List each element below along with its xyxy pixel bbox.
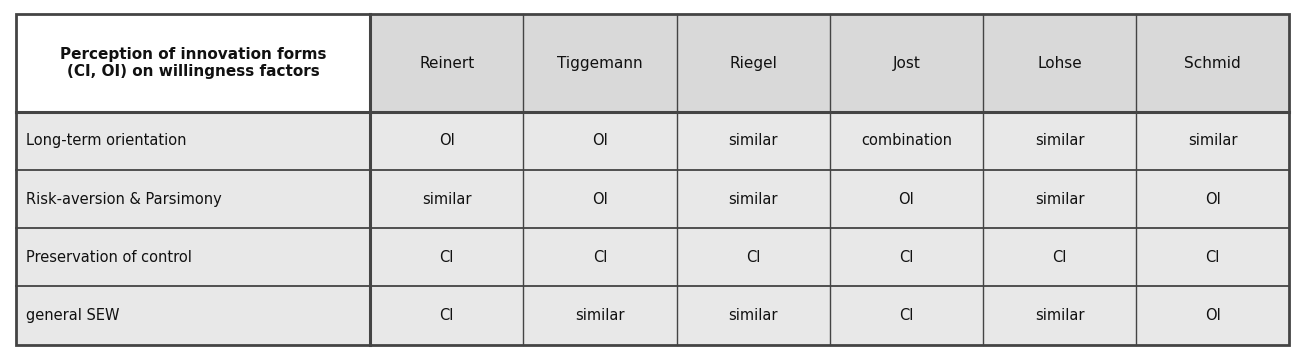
Bar <box>16 112 1289 170</box>
Text: Schmid: Schmid <box>1185 56 1241 71</box>
Text: Jost: Jost <box>893 56 920 71</box>
Bar <box>676 14 830 112</box>
Text: CI: CI <box>746 250 761 265</box>
Text: general SEW: general SEW <box>26 308 120 323</box>
Text: similar: similar <box>1035 308 1084 323</box>
Text: similar: similar <box>728 134 778 148</box>
Text: Risk-aversion & Parsimony: Risk-aversion & Parsimony <box>26 192 222 207</box>
Text: CI: CI <box>592 250 607 265</box>
Bar <box>16 286 1289 345</box>
Text: OI: OI <box>438 134 455 148</box>
Text: OI: OI <box>1205 308 1220 323</box>
Text: Preservation of control: Preservation of control <box>26 250 192 265</box>
Text: similar: similar <box>1188 134 1237 148</box>
Text: CI: CI <box>1052 250 1066 265</box>
Text: Riegel: Riegel <box>729 56 778 71</box>
Text: OI: OI <box>592 192 608 207</box>
Text: CI: CI <box>899 308 914 323</box>
Text: Long-term orientation: Long-term orientation <box>26 134 187 148</box>
Text: OI: OI <box>898 192 915 207</box>
Bar <box>1137 14 1289 112</box>
Text: similar: similar <box>576 308 625 323</box>
Text: Lohse: Lohse <box>1037 56 1082 71</box>
Text: combination: combination <box>861 134 951 148</box>
Bar <box>16 170 1289 228</box>
Text: OI: OI <box>592 134 608 148</box>
Text: similar: similar <box>422 192 471 207</box>
Text: similar: similar <box>1035 134 1084 148</box>
Bar <box>983 14 1137 112</box>
Text: CI: CI <box>1206 250 1220 265</box>
Text: similar: similar <box>728 308 778 323</box>
Text: Tiggemann: Tiggemann <box>557 56 643 71</box>
Bar <box>16 228 1289 286</box>
Text: Reinert: Reinert <box>419 56 475 71</box>
Bar <box>371 14 523 112</box>
Bar <box>16 14 371 112</box>
Bar <box>830 14 983 112</box>
Text: OI: OI <box>1205 192 1220 207</box>
Text: CI: CI <box>440 250 454 265</box>
Text: similar: similar <box>728 192 778 207</box>
Text: CI: CI <box>899 250 914 265</box>
Bar <box>523 14 676 112</box>
Text: CI: CI <box>440 308 454 323</box>
Text: Perception of innovation forms
(CI, OI) on willingness factors: Perception of innovation forms (CI, OI) … <box>60 47 326 79</box>
Text: similar: similar <box>1035 192 1084 207</box>
